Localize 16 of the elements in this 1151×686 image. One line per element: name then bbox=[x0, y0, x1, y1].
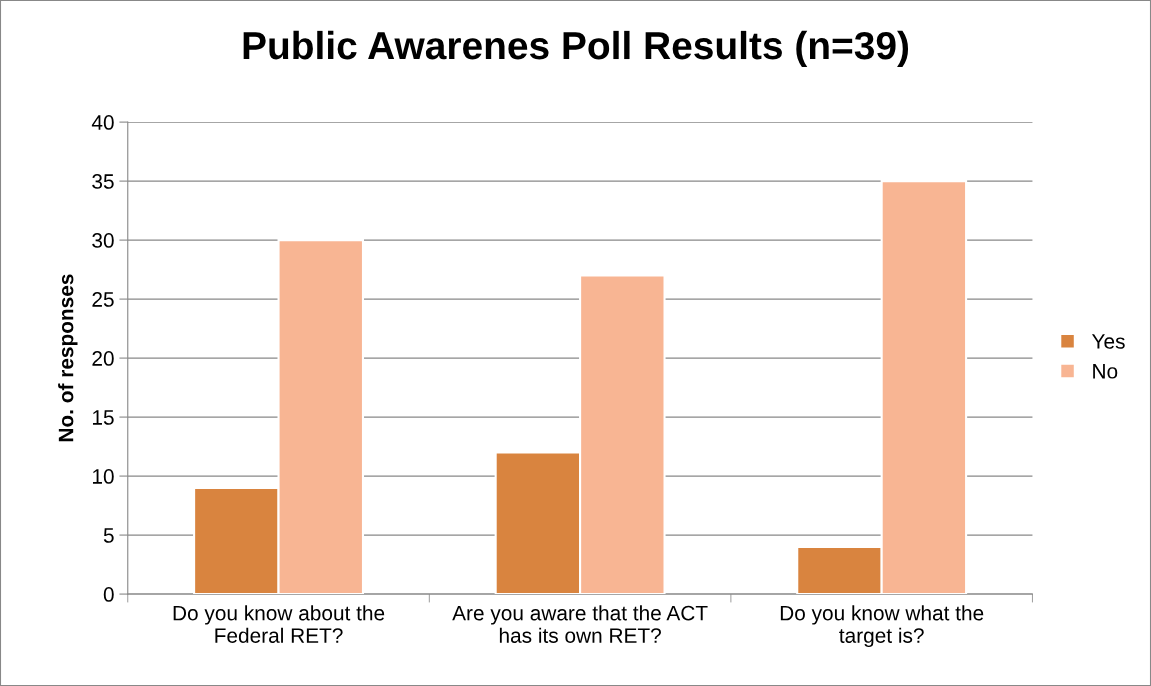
y-tick-label: 25 bbox=[92, 292, 114, 307]
y-tick-label: 40 bbox=[91, 115, 114, 130]
y-axis-title: No. of responses bbox=[58, 274, 78, 442]
y-tick-label: 30 bbox=[92, 233, 114, 248]
legend-label: No bbox=[1093, 364, 1118, 379]
legend-label: Yes bbox=[1091, 334, 1125, 349]
x-tick-label: Do you know about the Federal RET? bbox=[173, 605, 385, 643]
y-tick-label: 10 bbox=[92, 469, 114, 484]
y-tick-label: 15 bbox=[92, 410, 114, 425]
y-tick-label: 20 bbox=[92, 351, 114, 366]
y-tick-label: 0 bbox=[103, 587, 114, 602]
chart-title: Public Awarenes Poll Results (n=39) bbox=[243, 30, 909, 68]
y-tick-label: 5 bbox=[103, 528, 114, 543]
x-tick-label: Are you aware that the ACT has its own RET? bbox=[452, 605, 708, 643]
y-tick-label: 35 bbox=[92, 174, 114, 189]
x-tick-label: Do you know what the target is? bbox=[780, 605, 984, 648]
